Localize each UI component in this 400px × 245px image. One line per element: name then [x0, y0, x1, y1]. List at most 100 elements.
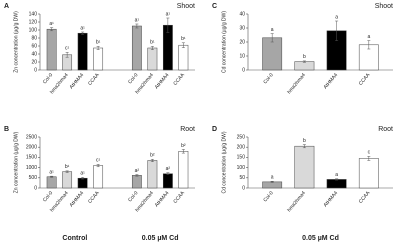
error-bar [335, 20, 339, 41]
bar [178, 44, 189, 71]
panel-letter: C [212, 3, 217, 10]
significance-label: a [271, 27, 274, 33]
panel-letter: D [212, 126, 217, 133]
y-tick-label: 140 [29, 11, 38, 17]
bar [77, 177, 88, 189]
y-tick-label: 80 [31, 35, 37, 41]
error-bar [135, 174, 139, 177]
y-tick-label: 30 [239, 25, 245, 31]
error-bar [302, 144, 306, 149]
error-bar [270, 33, 274, 43]
x-tick-label: CCAA [87, 72, 101, 87]
x-tick-label: CCAA [172, 72, 186, 87]
panel-letter: B [4, 126, 9, 133]
x-tick-label: Col-0 [127, 72, 139, 85]
x-tick-label: AtHMA4 [323, 72, 340, 90]
error-bar [135, 23, 139, 29]
bar [147, 160, 158, 189]
error-bar [367, 156, 371, 161]
x-tick-label: AtHMA4 [69, 72, 86, 90]
x-tick-label: Col-0 [127, 190, 139, 203]
y-tick-label: 250 [237, 134, 246, 140]
bar [262, 181, 283, 189]
bar [162, 173, 173, 189]
bar [46, 176, 57, 189]
x-tick-label: CCAA [358, 190, 372, 205]
significance-label: a¹ [80, 171, 85, 177]
error-bar [335, 178, 339, 181]
significance-label: a¹ [166, 11, 171, 17]
panel-title: Shoot [375, 3, 393, 10]
y-tick-label: 2000 [26, 145, 37, 151]
x-tick-label: CCAA [172, 190, 186, 205]
significance-label: c¹ [65, 46, 70, 52]
y-tick-label: 50 [239, 175, 245, 181]
x-tick-label: Col-0 [262, 72, 274, 85]
bar [77, 32, 88, 71]
error-bar [181, 42, 185, 48]
significance-label: a² [166, 166, 171, 172]
significance-label: a [367, 34, 370, 40]
x-tick-label: AtHMA4 [69, 190, 86, 208]
significance-label: c [368, 150, 371, 156]
error-bar [65, 52, 69, 58]
y-tick-label: 100 [29, 27, 38, 33]
significance-label: b¹ [150, 40, 155, 46]
significance-label: a¹ [80, 25, 85, 31]
error-bar [302, 60, 306, 63]
bar [326, 179, 347, 189]
y-tick-label: 150 [237, 155, 246, 161]
y-tick-label: 60 [31, 43, 37, 49]
x-tick-label: CCAA [358, 72, 372, 87]
x-tick-label: AtHMA4 [323, 190, 340, 208]
bar [131, 175, 142, 189]
error-bar [270, 181, 274, 183]
significance-label: c¹ [96, 158, 101, 164]
significance-label: a¹ [49, 169, 54, 175]
bar [358, 158, 379, 189]
error-bar [96, 164, 100, 168]
significance-label: a¹ [49, 21, 54, 27]
significance-label: a¹ [135, 17, 140, 23]
significance-label: b [303, 138, 306, 144]
bar [93, 47, 104, 71]
error-bar [150, 46, 154, 50]
error-bar [81, 31, 85, 35]
significance-label: a [335, 14, 338, 20]
bar [294, 145, 315, 189]
group-label: Control [62, 235, 87, 242]
group-label: 0.05 µM Cd [302, 235, 339, 242]
y-tick-label: 200 [237, 145, 246, 151]
error-bar [50, 175, 54, 178]
group-label: 0.05 µM Cd [142, 235, 179, 242]
y-tick-label: 40 [31, 51, 37, 57]
x-tick-label: Col-0 [42, 190, 54, 203]
y-tick-label: 1000 [26, 165, 37, 171]
bar [262, 37, 283, 71]
y-tick-label: 100 [237, 165, 246, 171]
error-bar [81, 177, 85, 180]
y-tick-label: 20 [31, 59, 37, 65]
error-bar [96, 46, 100, 50]
y-tick-label: 0 [242, 185, 245, 191]
bar [62, 171, 73, 189]
y-tick-label: 20 [239, 39, 245, 45]
significance-label: b [303, 54, 306, 60]
y-axis-title: Cd concentration (µg/g DW) [221, 11, 227, 73]
panel-letter: A [4, 3, 9, 10]
error-bar [65, 170, 69, 173]
significance-label: a [271, 175, 274, 181]
significance-label: b² [181, 143, 186, 149]
significance-label: b² [150, 153, 155, 159]
significance-label: b¹ [181, 36, 186, 42]
error-bar [181, 149, 185, 154]
panel-title: Shoot [177, 3, 195, 10]
y-tick-label: 500 [29, 175, 38, 181]
significance-label: b¹ [96, 40, 101, 46]
y-tick-label: 10 [239, 53, 245, 59]
y-tick-label: 2500 [26, 134, 37, 140]
y-tick-label: 0 [34, 67, 37, 73]
bar [178, 151, 189, 189]
significance-label: a [335, 172, 338, 178]
